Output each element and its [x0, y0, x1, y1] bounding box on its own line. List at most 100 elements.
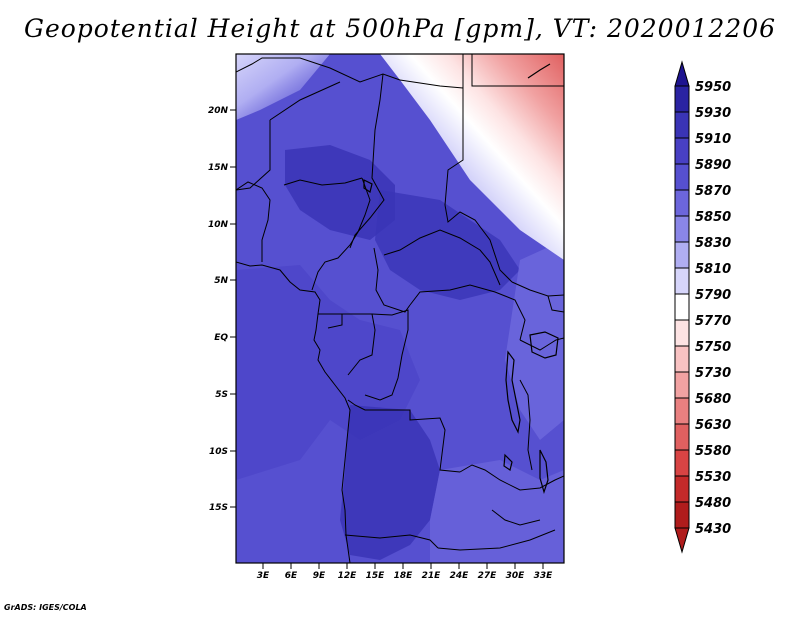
colorbar-swatch [674, 501, 690, 529]
border-benin-nigeria [236, 181, 271, 262]
colorbar-swatch [674, 397, 690, 425]
colorbar-swatch [674, 267, 690, 295]
lakes [363, 63, 559, 495]
border-angola-namibia [344, 534, 439, 549]
colorbar-label: 5630 [695, 418, 731, 433]
lon-label: 21E [422, 571, 442, 581]
colorbar-label: 5890 [695, 158, 731, 173]
border-tanzania [519, 379, 533, 471]
lon-label: 33E [534, 571, 554, 581]
lon-label: 30E [506, 571, 526, 581]
colorbar-label: 5810 [695, 262, 731, 277]
field-northwest-gradient [236, 54, 330, 120]
field-northeast-gradient [380, 54, 564, 260]
border-drc-angola [347, 399, 461, 473]
border-zimbabwe [491, 509, 541, 526]
colorbar-swatch [674, 475, 690, 503]
field-southeast-margin [430, 460, 564, 563]
lon-label: 15E [366, 571, 386, 581]
lat-label: 20N [208, 106, 229, 116]
colorbar-label: 5830 [695, 236, 731, 251]
colorbar-label: 5680 [695, 392, 731, 407]
lake-mweru [503, 453, 513, 471]
lat-label: EQ [214, 333, 228, 343]
border-congo-drc [364, 309, 409, 401]
red-sea-coast [527, 63, 551, 79]
colorbar-swatch [674, 137, 690, 165]
border-egypt [471, 54, 564, 87]
colorbar-swatch [674, 241, 690, 269]
colorbar-label: 5730 [695, 366, 731, 381]
colorbar-label: 5850 [695, 210, 731, 225]
colorbar-top-arrow [674, 60, 690, 87]
lat-label: 10N [208, 220, 229, 230]
colorbar-swatch [674, 111, 690, 139]
lon-label: 3E [257, 571, 270, 581]
lat-label: 5N [214, 276, 228, 286]
colorbar-swatch [674, 371, 690, 399]
colorbar-swatch [674, 345, 690, 373]
lat-label: 15N [208, 163, 229, 173]
colorbar-label: 5750 [695, 340, 731, 355]
colorbar-swatch [674, 423, 690, 451]
colorbar-swatch [674, 85, 690, 113]
longitude-labels: 3E 6E 9E 12E 15E 18E 21E 24E 27E 30E 33E [257, 571, 553, 581]
border-nigeria-cameroon [311, 177, 371, 291]
colorbar-label: 5530 [695, 470, 731, 485]
colorbar-label: 5580 [695, 444, 731, 459]
field-core-north [285, 145, 395, 240]
border-south-sudan [511, 281, 564, 297]
border-equatorial-guinea [318, 313, 343, 329]
map-title: Geopotential Height at 500hPa [gpm], VT:… [23, 14, 777, 43]
border-sudan-chad [444, 204, 513, 283]
field-core-central [375, 190, 520, 300]
colorbar-swatch [674, 449, 690, 477]
lon-label: 12E [338, 571, 358, 581]
lon-label: 9E [313, 571, 326, 581]
grads-credit: GrADS: IGES/COLA [4, 603, 87, 612]
border-libya-sudan [444, 54, 464, 206]
latitude-labels: 20N 15N 10N 5N EQ 5S 10S 15S [208, 106, 229, 513]
colorbar-label: 5910 [695, 132, 731, 147]
colorbar-label: 5790 [695, 288, 731, 303]
colorbar-swatch [674, 189, 690, 217]
colorbar-label: 5480 [695, 496, 731, 511]
colorbar-label: 5430 [695, 522, 731, 537]
colorbar-bottom-arrow [674, 527, 690, 554]
colorbar-label: 5930 [695, 106, 731, 121]
lat-label: 5S [215, 390, 228, 400]
colorbar-swatch [674, 215, 690, 243]
colorbar: 5950 5930 5910 5890 5870 5850 5830 5810 5790 5770… [674, 60, 731, 554]
border-ethiopia [547, 295, 564, 313]
lake-chad [363, 179, 373, 193]
colorbar-label: 5770 [695, 314, 731, 329]
border-algeria-libya [236, 57, 464, 89]
country-borders [236, 54, 564, 551]
lon-label: 27E [478, 571, 498, 581]
lon-label: 6E [285, 571, 298, 581]
lake-tanganyika [505, 350, 521, 434]
height-field [236, 54, 564, 563]
border-car-drc [409, 284, 526, 341]
border-algeria-niger [269, 81, 341, 121]
colorbar-swatch [674, 293, 690, 321]
border-zambia-drc [459, 464, 564, 491]
lat-label: 10S [209, 447, 228, 457]
lon-label: 18E [394, 571, 414, 581]
map-frame [235, 53, 565, 564]
border-niger-nigeria [283, 177, 363, 186]
atlantic-coast [236, 261, 351, 563]
field-core-south [340, 405, 440, 560]
border-chad-car [383, 229, 501, 286]
colorbar-swatch [674, 319, 690, 347]
coastline [236, 261, 351, 563]
lake-victoria [529, 331, 559, 359]
field-east-margin [505, 240, 564, 440]
colorbar-label: 5870 [695, 184, 731, 199]
axis-ticks [230, 109, 544, 569]
lake-malawi [539, 449, 549, 495]
border-mali-niger [236, 120, 271, 191]
colorbar-label: 5950 [695, 80, 731, 95]
colorbar-swatch [674, 163, 690, 191]
